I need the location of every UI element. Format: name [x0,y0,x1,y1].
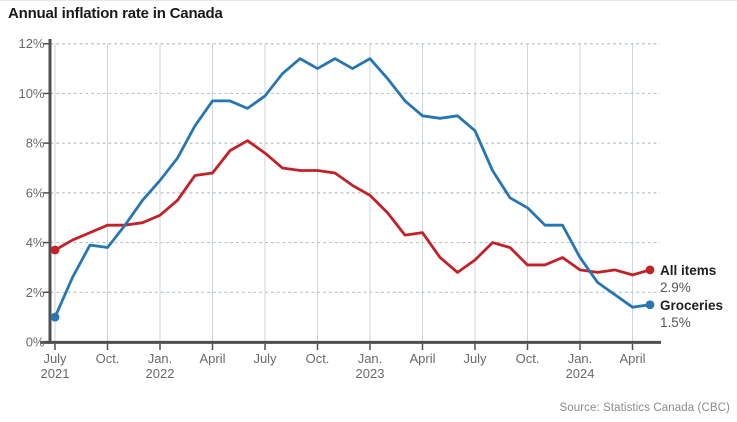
x-tick-label: Oct. [96,351,120,366]
x-tick-year-label: 2021 [41,366,70,381]
x-tick-label: July [253,351,277,366]
x-tick-year-label: 2024 [566,366,595,381]
groceries-end-dot [645,300,655,310]
y-tick-label: 12% [18,36,44,51]
y-tick-label: 8% [26,136,45,151]
x-tick-label: July [463,351,487,366]
y-tick-label: 6% [26,185,45,200]
legend-value-groceries: 1.5% [660,315,691,330]
x-tick-label: April [409,351,435,366]
legend-item-groceries: Groceries 1.5% [660,297,735,331]
x-tick-label: Jan. [358,351,383,366]
legend-label-all-items: All items [660,263,717,278]
chart-title: Annual inflation rate in Canada [8,5,223,22]
x-tick-year-label: 2022 [146,366,175,381]
x-tick-label: Oct. [516,351,540,366]
groceries-line [53,57,652,319]
x-tick-label: Jan. [568,351,593,366]
legend-label-groceries: Groceries [660,298,724,313]
all-items-start-dot [50,245,60,255]
all-items-line [53,139,652,277]
all-items-end-dot [645,265,655,275]
y-tick-label: 10% [18,86,44,101]
x-tick-label: Jan. [148,351,173,366]
x-tick-label: July [43,351,67,366]
x-tick-year-label: 2023 [356,366,385,381]
x-tick-label: April [619,351,645,366]
source-credit: Source: Statistics Canada (CBC) [559,402,730,414]
y-tick-label: 2% [26,285,45,300]
legend-item-all-items: All items 2.9% [660,262,735,296]
y-tick-label: 4% [26,235,45,250]
groceries-start-dot [50,312,60,322]
x-tick-label: April [199,351,225,366]
legend-value-all-items: 2.9% [660,280,691,295]
x-tick-label: Oct. [306,351,330,366]
y-tick-label: 0% [26,335,45,350]
